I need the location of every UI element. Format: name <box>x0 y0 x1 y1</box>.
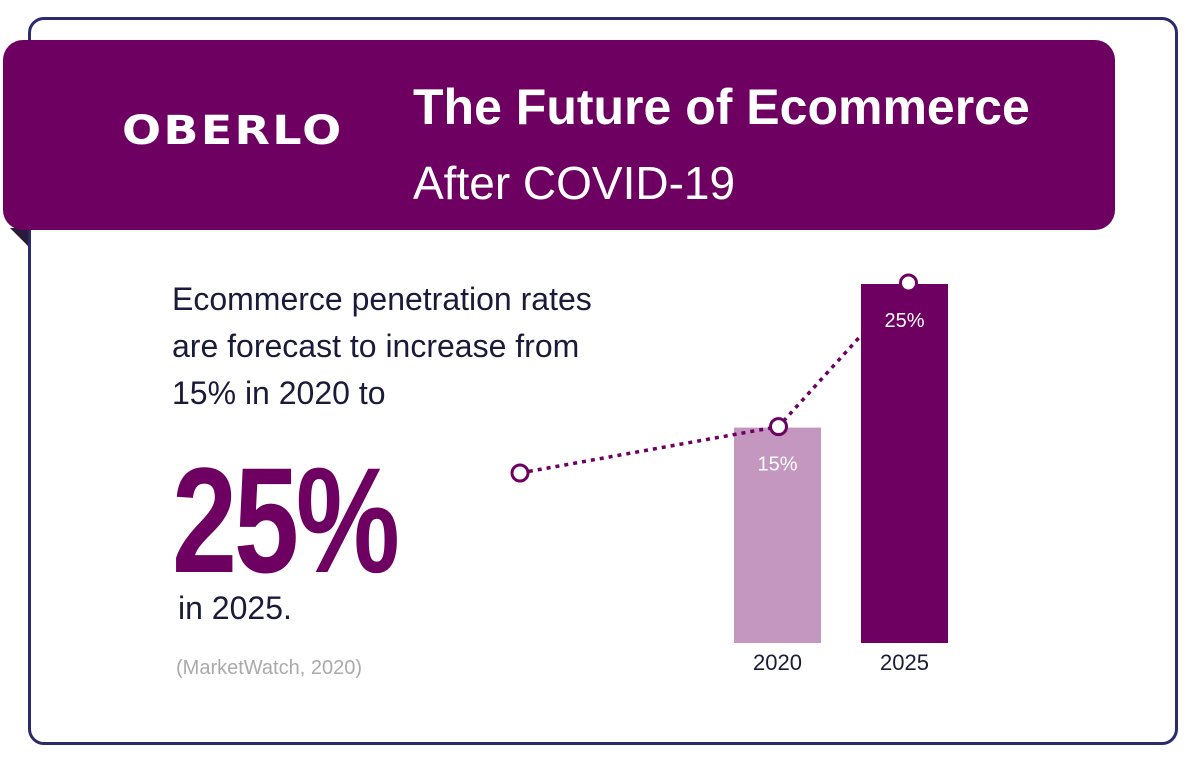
highlight-stat: 25% <box>172 436 400 604</box>
page-title: The Future of Ecommerce <box>413 79 1030 135</box>
data-label-2020: 15% <box>757 454 797 476</box>
after-text: in 2025. <box>178 590 292 626</box>
header-banner <box>3 40 1115 230</box>
page-subtitle: After COVID-19 <box>413 157 736 209</box>
oberlo-logo: OBERLO <box>122 108 344 154</box>
x-tick-2020: 2020 <box>753 650 802 675</box>
description-text: Ecommerce penetration rates are forecast… <box>172 281 592 411</box>
data-label-2025: 25% <box>884 310 924 332</box>
trend-line <box>519 281 910 475</box>
bar-2020 <box>734 427 821 643</box>
card-frame <box>28 17 1178 745</box>
trend-marker-2 <box>899 273 918 293</box>
trend-marker-0 <box>510 463 530 483</box>
x-tick-2025: 2025 <box>880 650 929 675</box>
ribbon-fold <box>10 228 28 246</box>
trend-marker-1 <box>769 417 788 437</box>
source-citation: (MarketWatch, 2020) <box>176 657 362 679</box>
bar-2025 <box>861 284 948 643</box>
